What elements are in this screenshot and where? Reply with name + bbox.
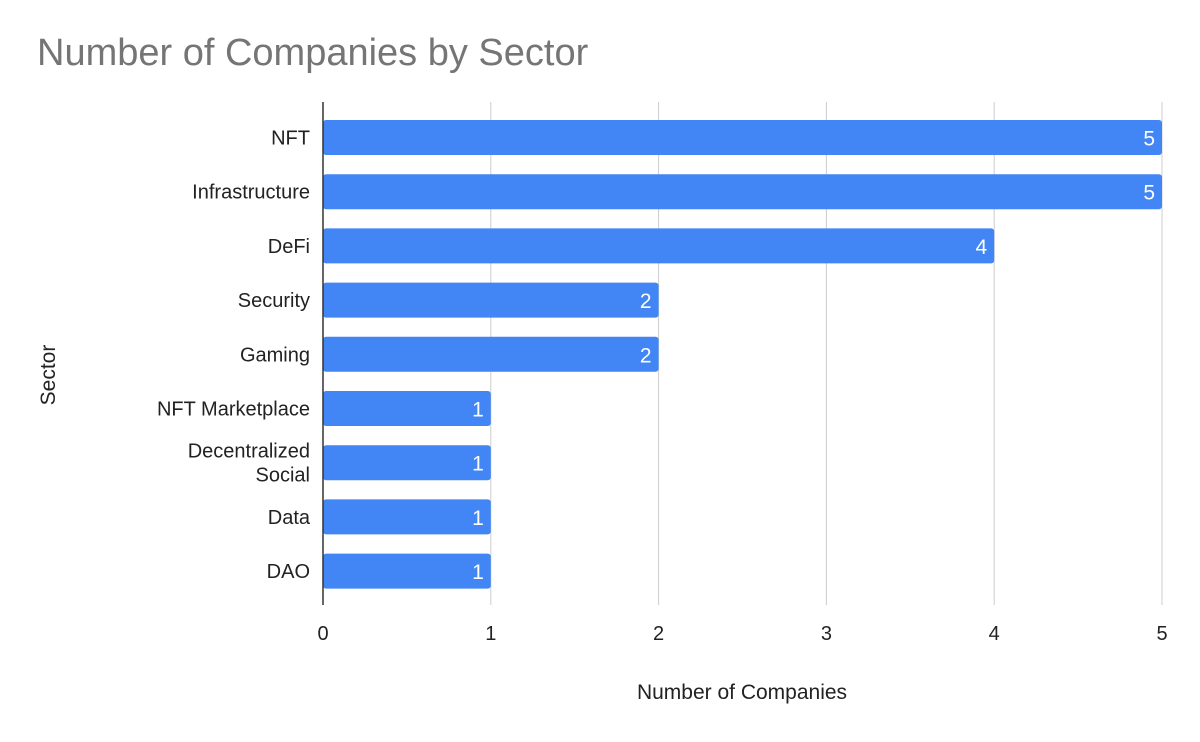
category-label: Data [268,507,311,529]
bar [323,553,491,589]
bar-value-label: 5 [1143,128,1155,151]
bar [323,336,659,372]
category-label: DAO [267,561,310,583]
bar-value-label: 2 [640,290,652,313]
bars [323,120,1162,589]
x-tick-label: 0 [317,623,328,645]
y-axis-title: Sector [37,345,60,406]
category-label: Infrastructure [192,182,310,204]
x-tick-label: 4 [989,623,1000,645]
bar [323,499,491,535]
x-tick-label: 5 [1156,623,1167,645]
bar [323,174,1162,210]
bar [323,228,995,264]
bar-value-label: 1 [472,453,484,476]
x-axis-title: Number of Companies [637,681,847,704]
x-tick-label: 1 [485,623,496,645]
bar [323,282,659,318]
bar-value-label: 1 [472,399,484,422]
category-label: Decentralized Social [188,441,310,487]
chart-title: Number of Companies by Sector [37,32,589,74]
bar [323,120,1162,155]
category-label: DeFi [268,236,310,258]
labels: 0 1 2 3 4 5 5 NFT 5 Infrastructure 4 DeFi 2 Security 2… [157,128,1168,646]
bar-value-label: 4 [976,236,988,259]
bar-value-label: 1 [472,561,484,584]
category-label: NFT Marketplace [157,399,310,421]
category-label: NFT [271,128,310,150]
x-tick-label: 2 [653,623,664,645]
category-label: Gaming [240,344,310,366]
bar-value-label: 2 [640,344,652,367]
bar [323,445,491,481]
bar-value-label: 5 [1143,182,1155,205]
x-tick-label: 3 [821,623,832,645]
bar [323,391,491,426]
category-label: Security [238,290,310,312]
bar-value-label: 1 [472,507,484,530]
